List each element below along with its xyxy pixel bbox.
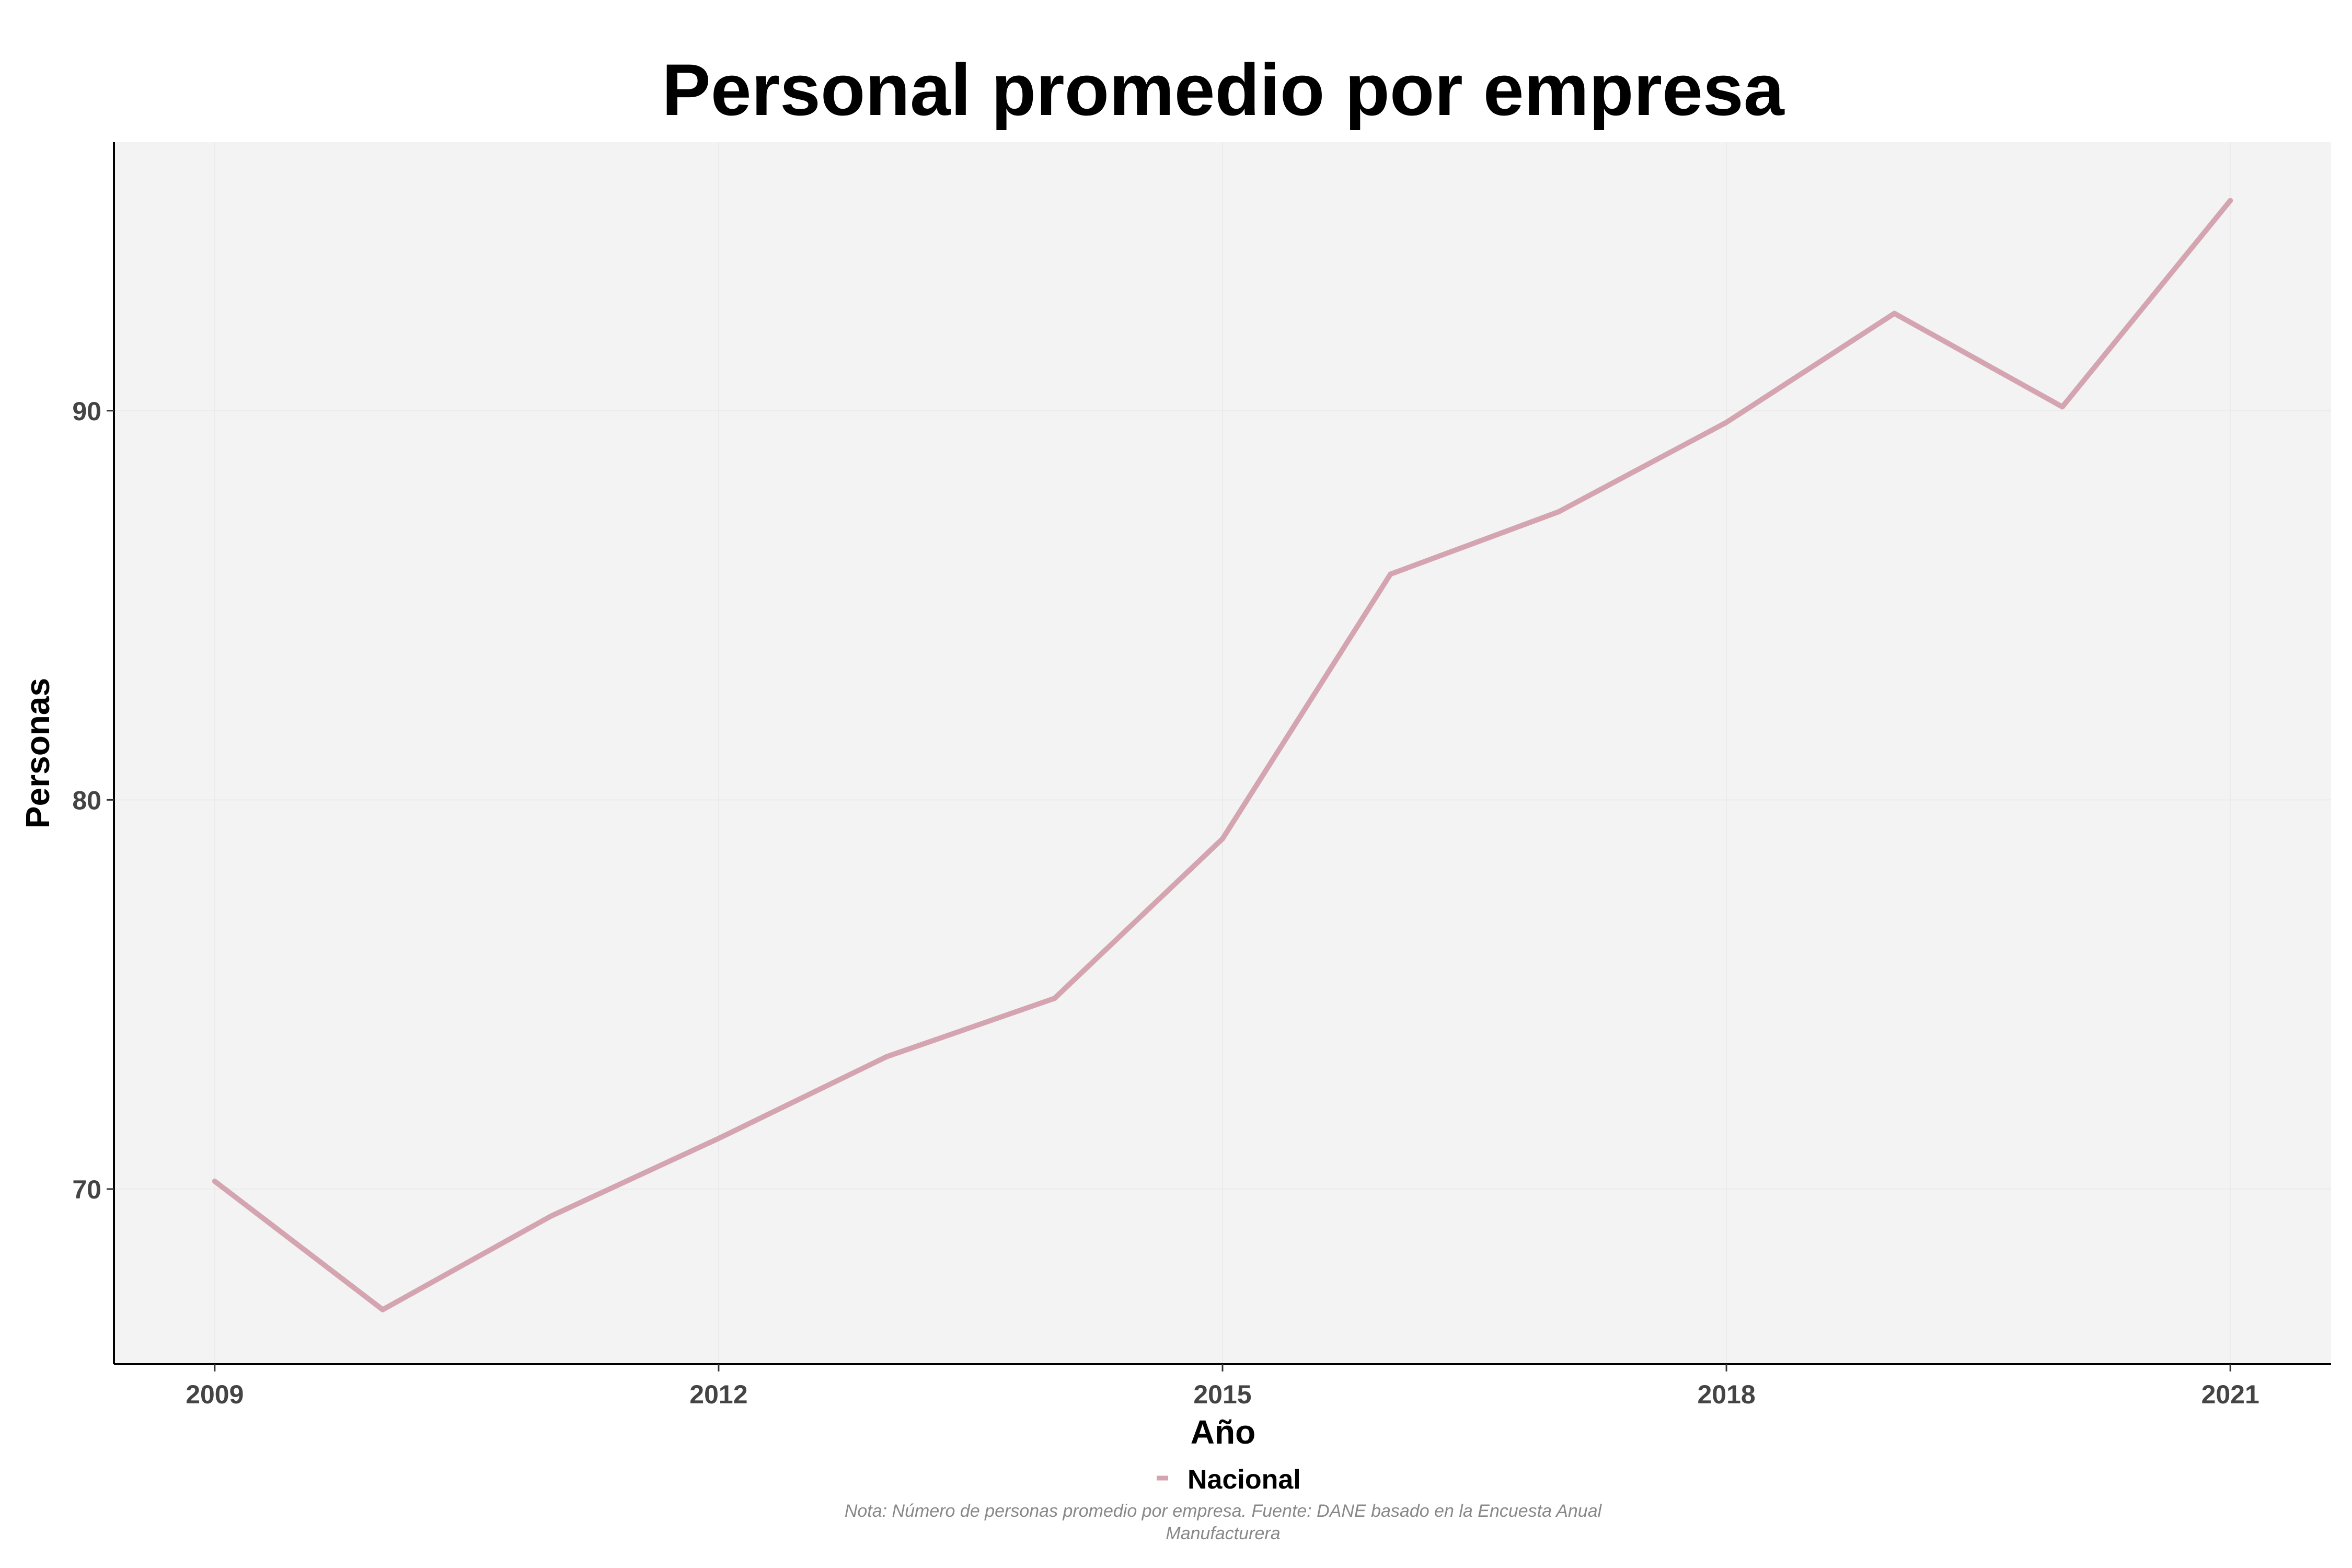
data-point-2021 [2228,198,2233,203]
data-point-2009 [212,1179,217,1184]
grid-lines [114,142,2331,1364]
y-tick-label-90: 90 [72,397,101,426]
legend: Nacional [1157,1465,1301,1495]
x-tick-label-2015: 2015 [1193,1380,1251,1409]
y-axis-title: Personas [19,678,56,828]
data-point-2017 [1555,509,1561,515]
x-tick-label-2018: 2018 [1697,1380,1755,1409]
data-point-2016 [1388,571,1393,577]
data-point-2018 [1724,420,1730,425]
data-point-2012 [716,1136,721,1142]
x-axis-ticks: 2009 2012 2015 2018 2021 [186,1364,2259,1409]
data-point-2014 [1052,996,1057,1001]
y-axis-ticks: 70 80 90 [72,397,114,1204]
series-layer [212,198,2233,1312]
data-point-2010 [380,1307,386,1312]
x-tick-label-2009: 2009 [186,1380,244,1409]
data-point-2019 [1892,310,1897,316]
y-tick-label-70: 70 [72,1175,101,1204]
data-point-2015 [1220,836,1225,841]
source-note-line-2: Manufacturera [1166,1524,1280,1543]
legend-label-nacional: Nacional [1187,1465,1301,1495]
chart-title: Personal promedio por empresa [662,49,1784,131]
data-point-2013 [884,1054,890,1059]
data-point-2020 [2059,404,2065,410]
source-note-line-1: Nota: Número de personas promedio por em… [845,1501,1602,1521]
x-tick-label-2012: 2012 [689,1380,747,1409]
x-axis-title: Año [1191,1413,1255,1451]
x-tick-label-2021: 2021 [2201,1380,2259,1409]
data-point-2011 [548,1214,554,1219]
y-tick-label-80: 80 [72,786,101,815]
